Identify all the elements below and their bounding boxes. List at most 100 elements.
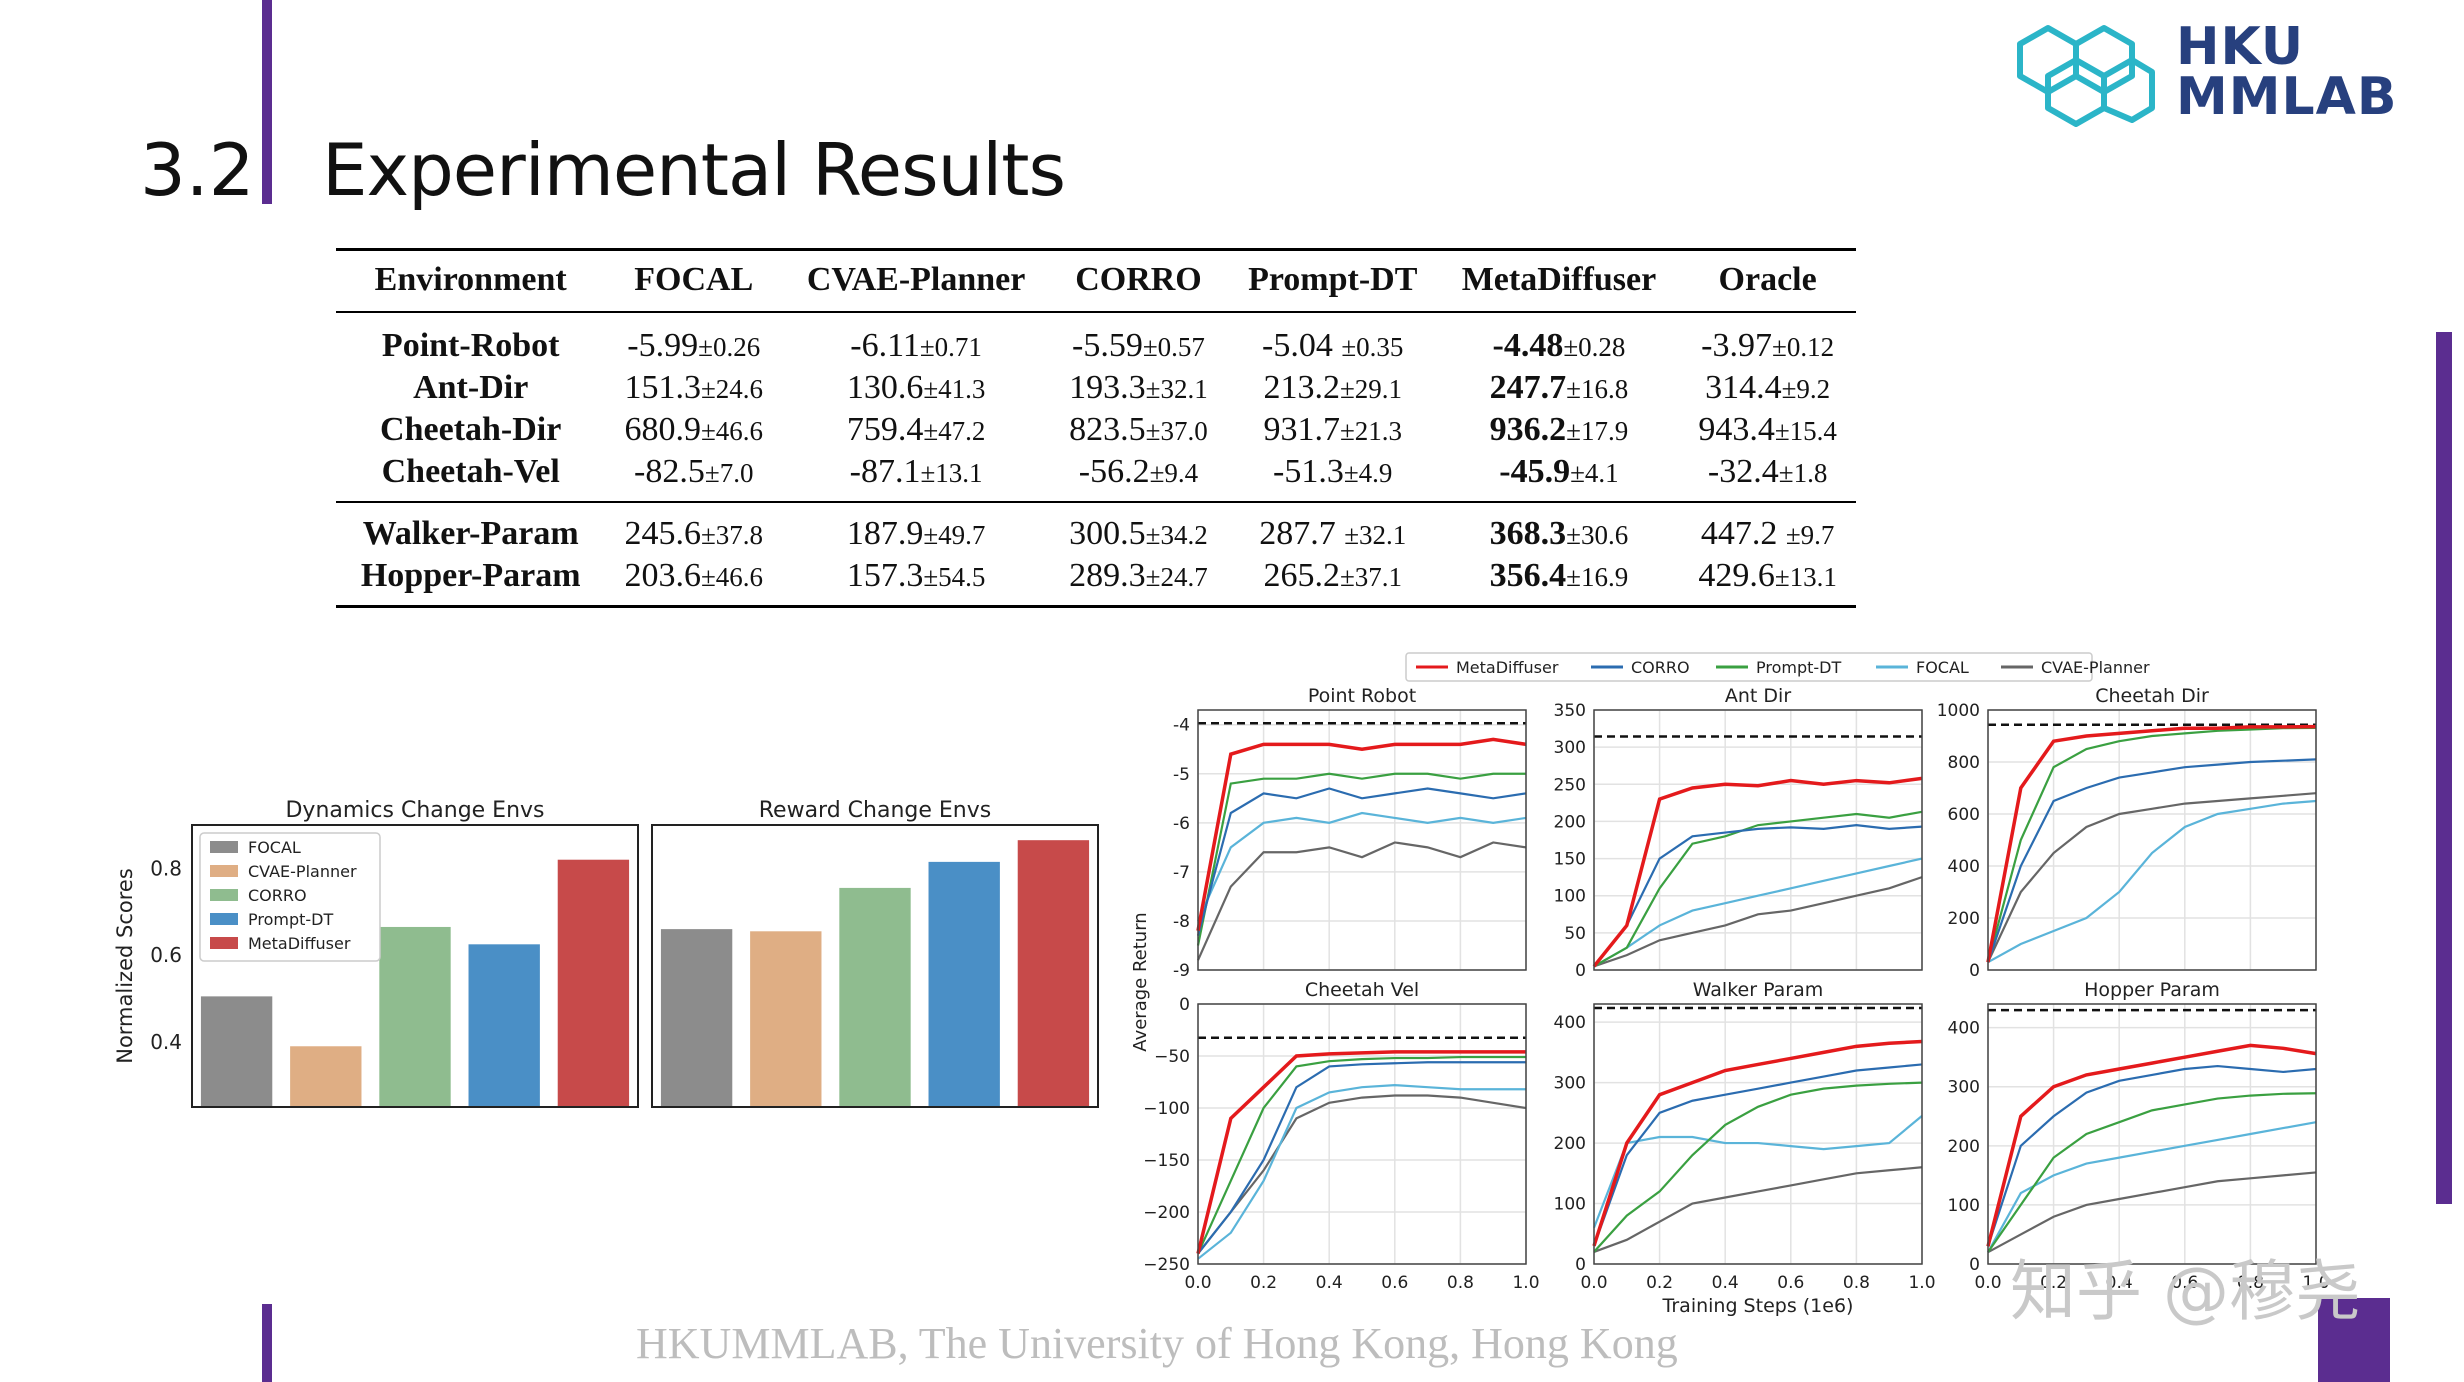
footer-affiliation: HKUMMLAB, The University of Hong Kong, H…	[636, 1319, 1678, 1368]
panel-title: Ant Dir	[1725, 685, 1791, 707]
bar-corro	[839, 887, 911, 1107]
panel-frame	[1197, 1003, 1527, 1265]
score-cell: -5.59±0.57	[1050, 312, 1227, 367]
score-std: ±4.9	[1343, 458, 1393, 488]
score-std: ±0.28	[1563, 332, 1626, 362]
series-line-corro	[1593, 824, 1923, 967]
score-mean: 823.5	[1069, 411, 1146, 448]
score-std: ±37.0	[1145, 416, 1208, 446]
series-line-cvae-planner	[1987, 1171, 2317, 1254]
score-cell: 193.3±32.1	[1050, 367, 1227, 409]
y-axis-label: Average Return	[1130, 912, 1151, 1051]
score-mean: -5.99	[627, 327, 699, 364]
score-std: ±29.1	[1339, 374, 1403, 404]
series-line-focal	[1987, 1121, 2317, 1253]
score-mean: 936.2	[1489, 411, 1567, 448]
y-tick-label: 100	[1554, 887, 1586, 907]
score-std: ±24.7	[1145, 562, 1208, 592]
series-line-focal	[1987, 799, 2317, 964]
score-cell: -4.48±0.28	[1439, 312, 1680, 367]
score-mean: -32.4	[1707, 453, 1779, 490]
series-line-corro	[1986, 758, 2317, 963]
score-mean: 245.6	[624, 515, 701, 552]
bar-metadiffuser	[1017, 840, 1090, 1107]
results-table: Environment FOCAL CVAE-Planner CORRO Pro…	[336, 248, 1856, 608]
bar-chart-frame	[191, 824, 639, 1108]
logo-line-2: MMLAB	[2176, 67, 2398, 127]
bar-prompt-dt	[928, 861, 1000, 1107]
series-line-cvae-planner	[1196, 841, 1527, 961]
logo-line-1: HKU	[2176, 17, 2305, 77]
score-std: ±7.0	[704, 458, 754, 488]
score-std: ±21.3	[1339, 416, 1403, 446]
x-tick-label: 0.2	[1646, 1273, 1673, 1293]
env-name: Cheetah-Vel	[381, 453, 560, 490]
score-cell: 368.3±30.6	[1439, 502, 1680, 555]
y-tick-label: -9	[1173, 961, 1190, 981]
x-tick-label: 0.6	[1381, 1273, 1408, 1293]
y-tick-label: 400	[1554, 1013, 1586, 1033]
y-tick-label: 0	[1969, 961, 1980, 981]
bar-prompt-dt	[468, 944, 540, 1107]
table-row: Cheetah-Vel -82.5±7.0 -87.1±13.1 -56.2±9.4-…	[336, 451, 1856, 502]
score-std: ±9.2	[1781, 374, 1831, 404]
score-std: ±15.4	[1774, 416, 1837, 446]
env-name: Cheetah-Dir	[380, 411, 562, 448]
score-cell: -51.3±4.9	[1227, 451, 1439, 502]
score-std: ±37.1	[1339, 562, 1403, 592]
y-axis-label: Normalized Scores	[113, 868, 137, 1064]
score-std: ±13.1	[1774, 562, 1837, 592]
series-line-prompt-dt	[1196, 772, 1526, 946]
legend-label: Prompt-DT	[1756, 658, 1841, 677]
table-row: Cheetah-Dir 680.9±46.6 759.4±47.2 823.5±37.…	[336, 409, 1856, 451]
score-std: ±16.8	[1566, 374, 1629, 404]
table-group-1: Point-Robot -5.99±0.26 -6.11±0.71 -5.59±0.5…	[336, 312, 1856, 502]
legend-label: CORRO	[1631, 658, 1690, 677]
y-tick-label: 1000	[1937, 701, 1980, 721]
corner-accent-block	[2318, 1298, 2390, 1382]
score-cell: 265.2±37.1	[1227, 555, 1439, 607]
y-tick-label: 150	[1554, 850, 1586, 870]
score-std: ±24.6	[700, 374, 764, 404]
score-cell: 680.9±46.6	[605, 409, 782, 451]
score-std: ±4.1	[1570, 458, 1619, 488]
x-tick-label: 0.4	[2106, 1273, 2133, 1293]
score-mean: -87.1	[849, 453, 921, 490]
x-tick-label: 1.0	[2302, 1273, 2329, 1293]
legend-label: MetaDiffuser	[1456, 658, 1559, 677]
env-name: Hopper-Param	[360, 557, 581, 594]
legend-swatch	[210, 889, 238, 901]
score-std: ±9.4	[1149, 458, 1199, 488]
slide-title: Experimental Results	[322, 128, 1066, 212]
series-line-prompt-dt	[1987, 1092, 2317, 1253]
panel-frame	[1987, 1003, 2317, 1265]
bar-metadiffuser	[557, 859, 630, 1107]
y-tick-label: -6	[1173, 814, 1190, 834]
series-line-corro	[1197, 1061, 1526, 1255]
header-environment: Environment	[374, 261, 567, 298]
x-tick-label: 0.6	[2171, 1273, 2198, 1293]
legend-swatch	[210, 937, 238, 949]
score-mean: -4.48	[1492, 327, 1564, 364]
legend-swatch	[210, 865, 238, 877]
y-tick-label: 200	[1554, 1134, 1586, 1154]
x-tick-label: 0.0	[1974, 1273, 2001, 1293]
score-cell: 130.6±41.3	[782, 367, 1050, 409]
series-line-focal	[1196, 811, 1527, 922]
score-mean: -3.97	[1701, 327, 1772, 364]
y-tick-label: −250	[1143, 1255, 1190, 1275]
y-tick-label: -7	[1173, 863, 1190, 883]
score-cell: -56.2±9.4	[1050, 451, 1227, 502]
series-line-cvae-planner	[1197, 1094, 1527, 1255]
score-std: ±46.6	[700, 416, 764, 446]
score-cell: 943.4±15.4	[1679, 409, 1856, 451]
score-mean: -45.9	[1499, 453, 1571, 490]
score-mean: 356.4	[1489, 557, 1567, 594]
table-group-2: Walker-Param 245.6±37.8 187.9±49.7 300.5±34…	[336, 502, 1856, 607]
bar-legend	[199, 832, 381, 962]
y-tick-label: 300	[1554, 738, 1586, 758]
score-mean: 157.3	[846, 557, 924, 594]
series-line-cvae-planner	[1593, 1166, 1923, 1253]
y-tick-label: 0.6	[150, 943, 182, 967]
x-tick-label: 0.8	[1447, 1273, 1474, 1293]
